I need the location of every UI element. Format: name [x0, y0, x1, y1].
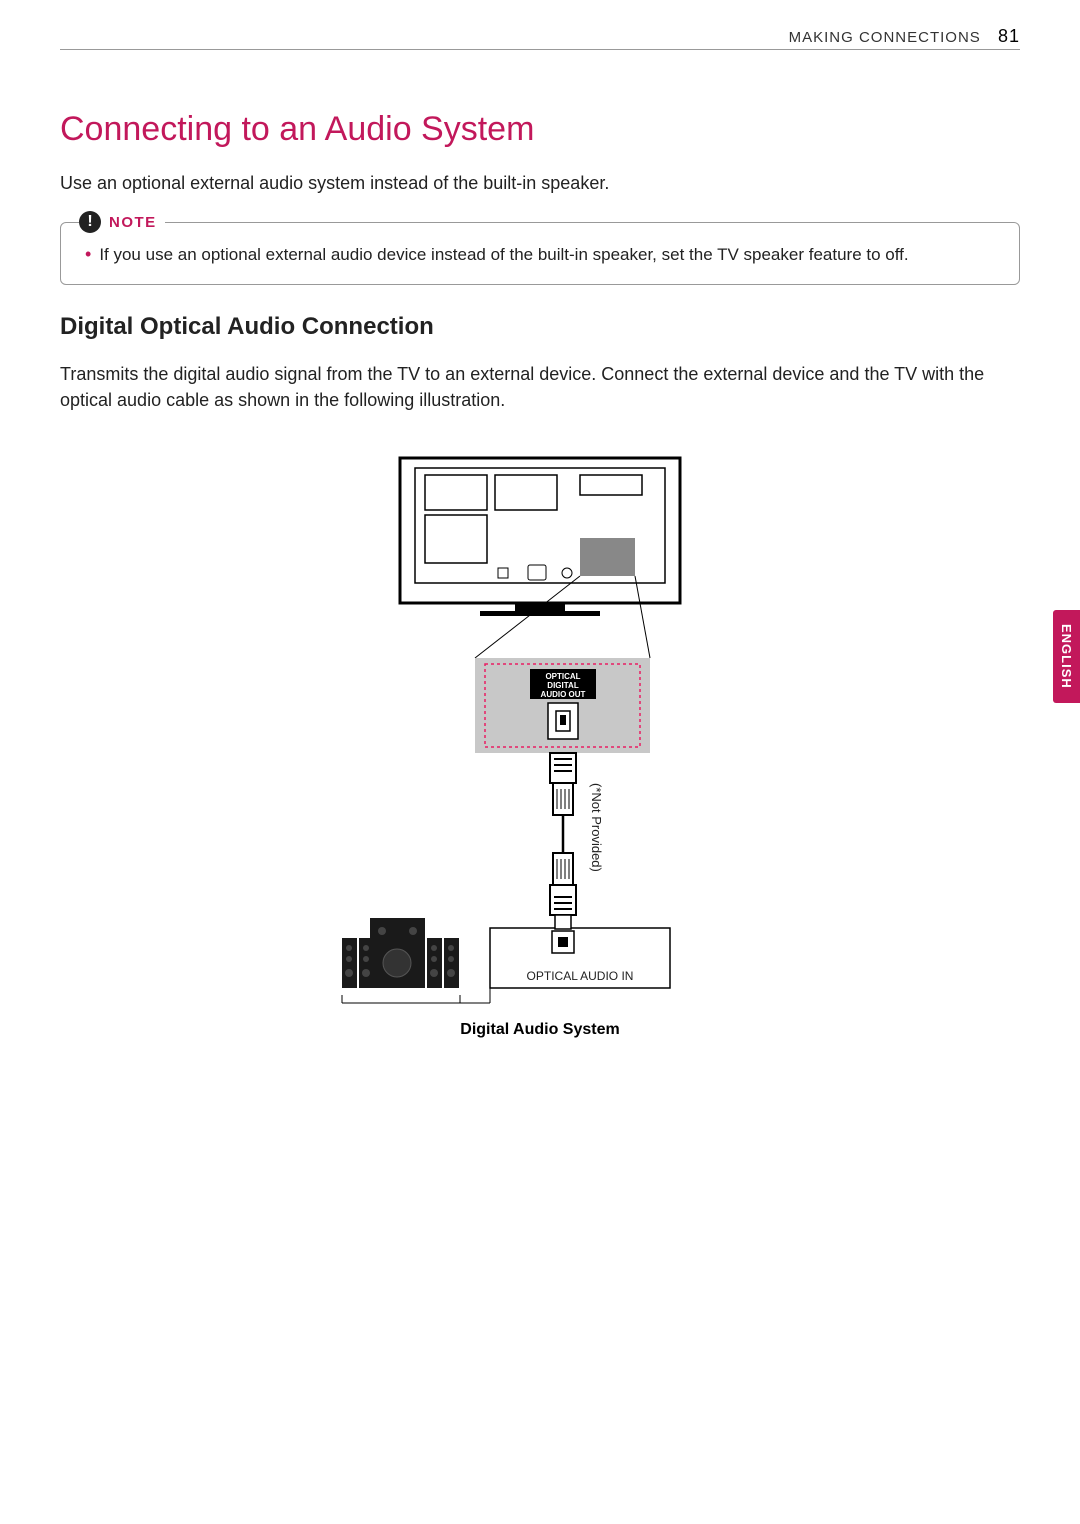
note-content: • If you use an optional external audio …	[85, 243, 995, 268]
port-label-1: OPTICAL	[545, 672, 580, 681]
port-label-2: DIGITAL	[547, 681, 579, 690]
diagram-system-label: Digital Audio System	[60, 1021, 1020, 1039]
subsection-body: Transmits the digital audio signal from …	[60, 361, 1020, 413]
page-number: 81	[998, 26, 1020, 46]
bullet-icon: •	[85, 243, 91, 268]
note-text: If you use an optional external audio de…	[99, 243, 908, 268]
language-tab: ENGLISH	[1053, 610, 1080, 703]
page-header: MAKING CONNECTIONS 81	[60, 26, 1020, 49]
header-section: MAKING CONNECTIONS	[789, 29, 981, 46]
cable-note: (*Not Provided)	[589, 783, 604, 872]
note-header: ! NOTE	[79, 211, 165, 233]
diagram-svg: OPTICAL DIGITAL AUDIO OUT	[330, 453, 750, 1013]
note-box: ! NOTE • If you use an optional external…	[60, 222, 1020, 285]
input-label: OPTICAL AUDIO IN	[527, 969, 634, 983]
intro-text: Use an optional external audio system in…	[60, 173, 1020, 194]
connection-diagram: OPTICAL DIGITAL AUDIO OUT	[60, 453, 1020, 1013]
port-label-3: AUDIO OUT	[541, 690, 586, 699]
subsection-title: Digital Optical Audio Connection	[60, 313, 1020, 341]
note-label: NOTE	[109, 214, 157, 231]
main-title: Connecting to an Audio System	[60, 110, 1020, 149]
info-icon: !	[79, 211, 101, 233]
header-rule	[60, 49, 1020, 50]
